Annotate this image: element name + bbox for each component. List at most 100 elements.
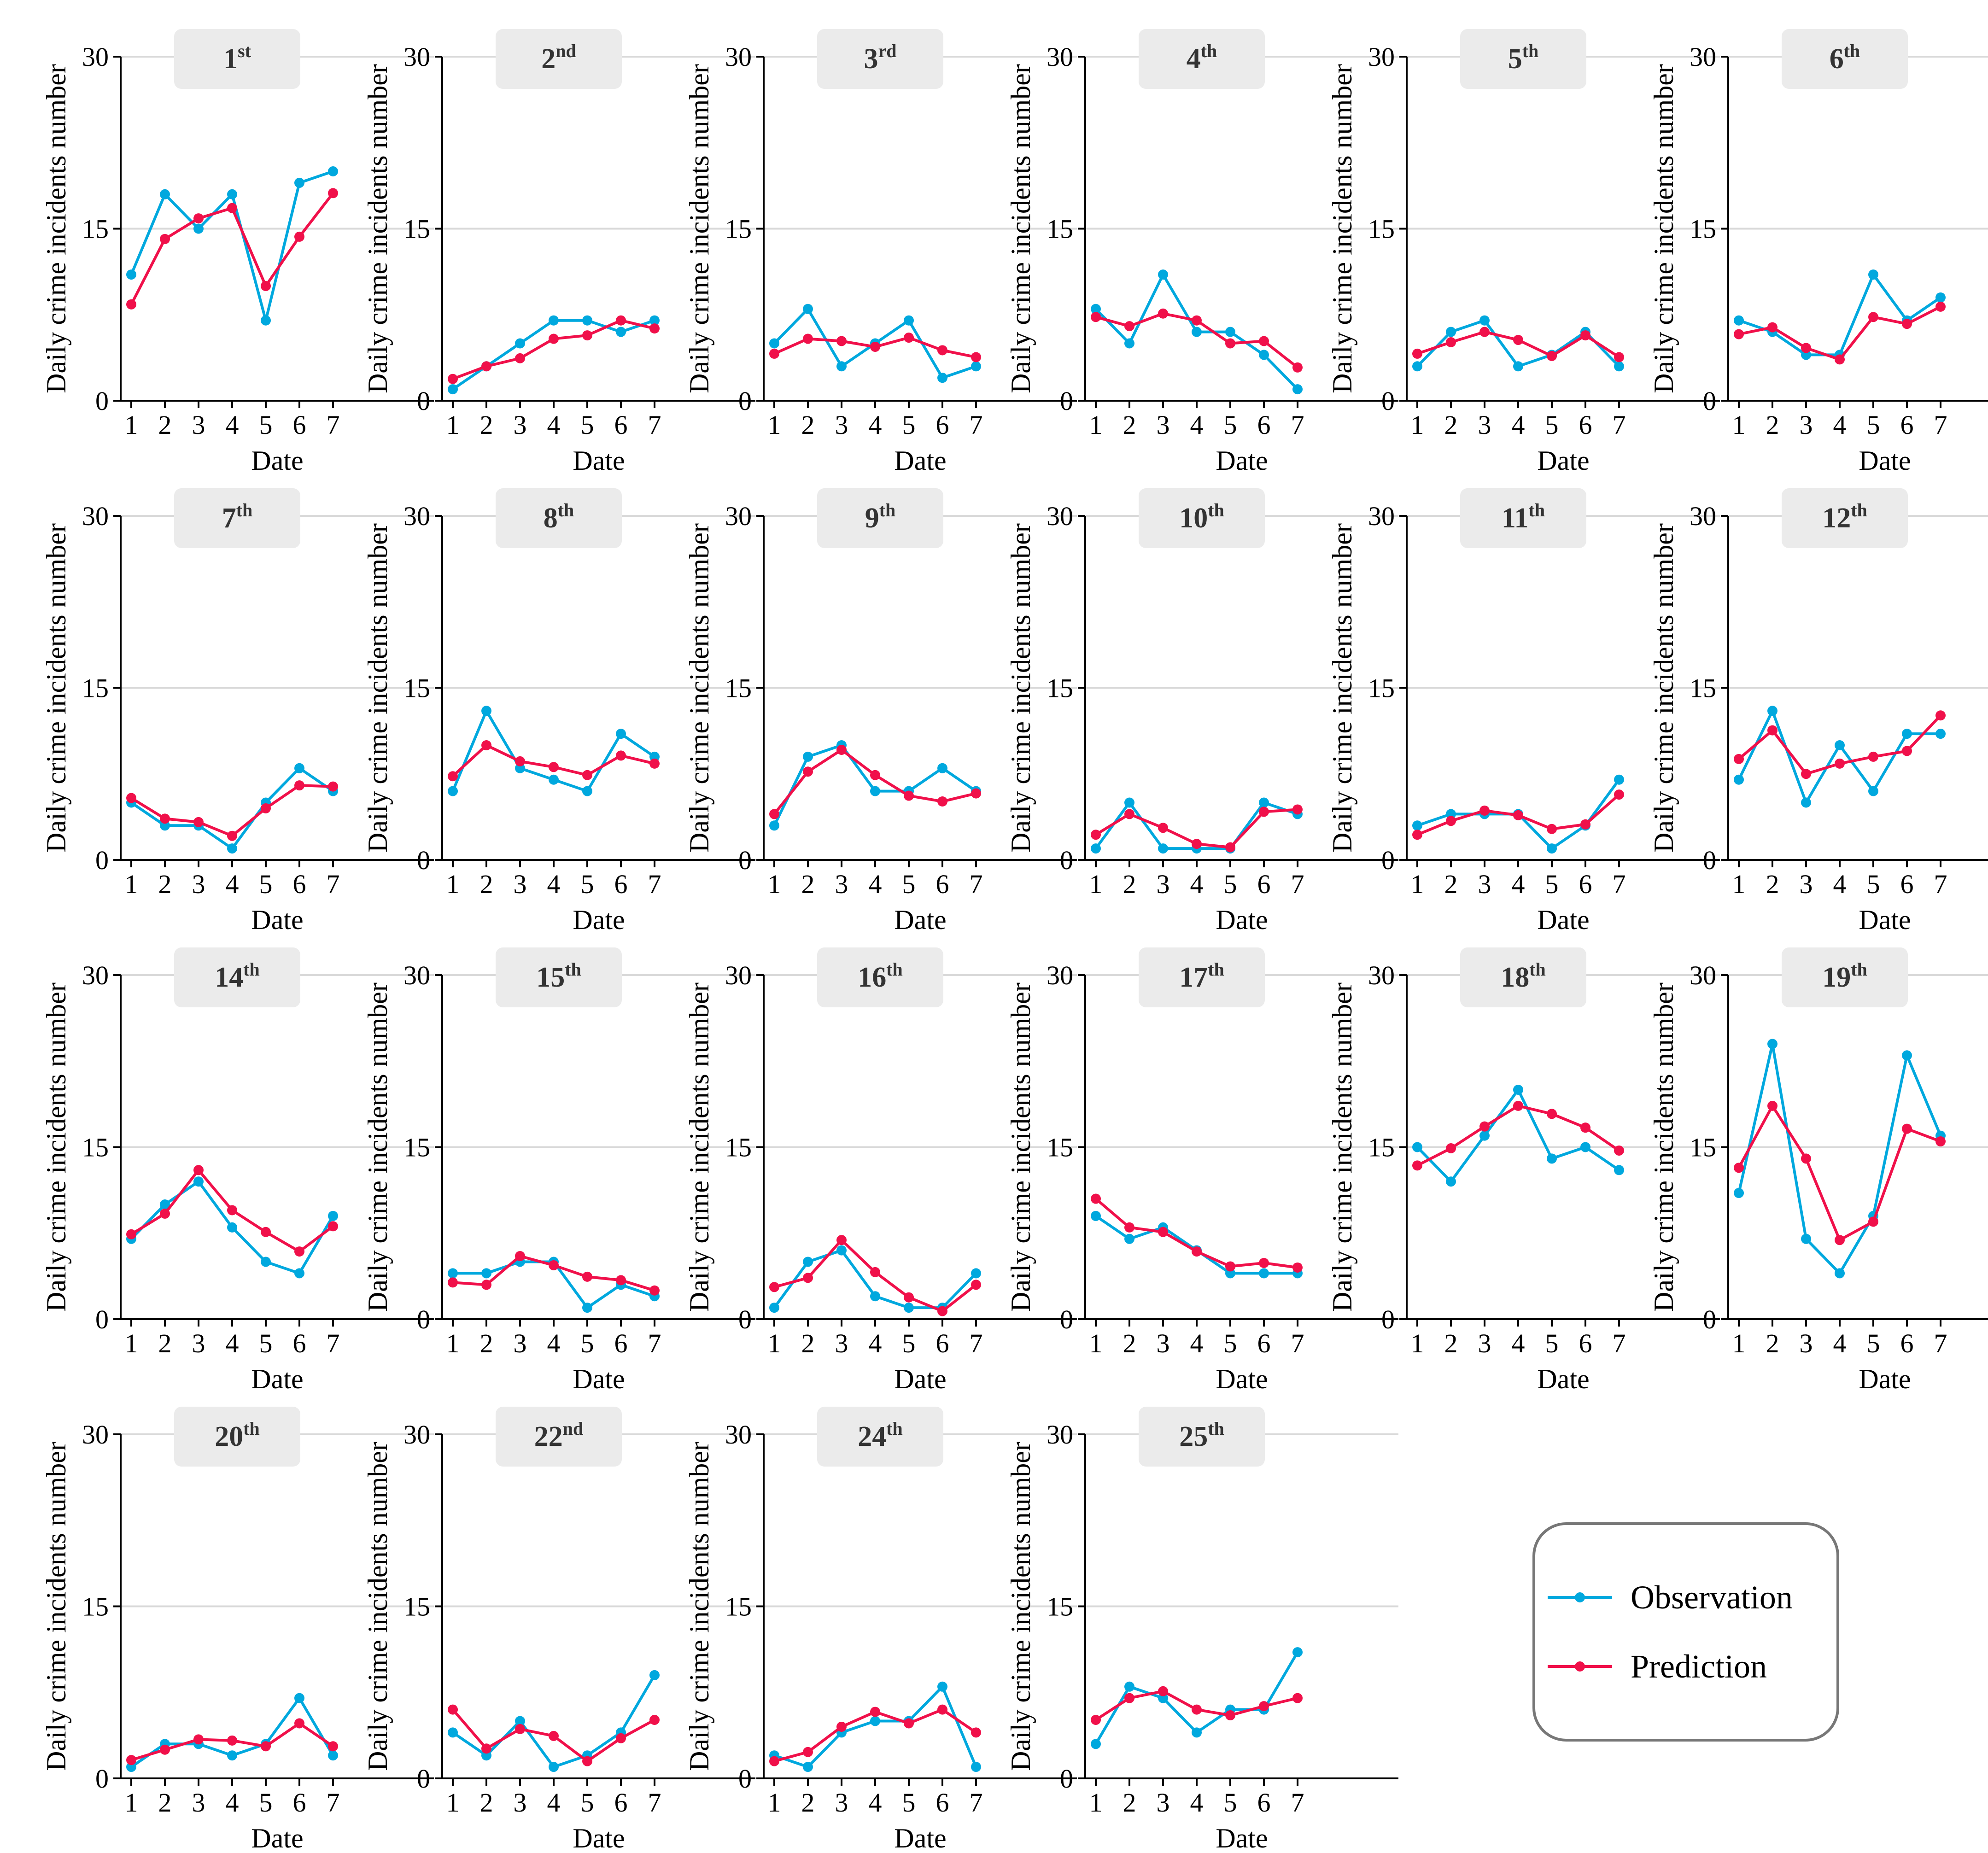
subplot-title-number: 19 [1822,962,1851,993]
data-point-prediction [616,1733,626,1743]
legend-box [1532,1522,1839,1742]
data-point-prediction [1835,1235,1845,1245]
data-point-observation [1124,338,1134,349]
x-tick-label: 2 [1123,1788,1136,1818]
y-tick-label: 30 [1047,1420,1073,1450]
x-tick-label: 5 [581,410,594,440]
legend-label-prediction: Prediction [1631,1648,1767,1685]
title-strip [174,947,300,1007]
data-point-prediction [616,315,626,326]
x-tick-label: 3 [1157,1328,1170,1358]
x-tick-label: 5 [1545,410,1559,440]
data-point-observation [1614,1165,1624,1175]
x-tick-label: 5 [1224,410,1237,440]
data-point-observation [1412,1142,1422,1152]
x-tick-label: 3 [1800,410,1813,440]
data-point-observation [1259,350,1269,360]
subplot-title-suffix: th [1208,959,1224,980]
data-point-prediction [904,1292,914,1303]
x-tick-label: 1 [125,410,138,440]
data-point-prediction [1734,754,1744,764]
x-axis-label: Date [1216,445,1268,476]
y-axis-label: Daily crime incidents number [684,982,714,1312]
y-tick-label: 30 [82,960,109,990]
data-point-prediction [261,281,271,291]
x-tick-label: 3 [1157,1788,1170,1818]
series-line-observation [1738,272,1941,357]
x-tick-label: 5 [1224,1788,1237,1818]
x-tick-label: 6 [1579,410,1592,440]
data-point-prediction [328,1221,338,1232]
data-point-prediction [1835,354,1845,365]
data-point-prediction [227,1205,237,1216]
x-tick-label: 7 [648,1328,661,1358]
data-point-prediction [549,762,559,772]
subplot-title: 19th [1822,959,1867,993]
title-strip [1460,488,1586,548]
data-point-prediction [261,1741,271,1752]
x-tick-label: 2 [801,869,815,899]
subplot-title-number: 7 [222,503,236,534]
x-axis-label: Date [894,1364,946,1394]
data-point-observation [1446,1176,1456,1187]
data-point-prediction [836,1721,847,1732]
data-point-prediction [1767,322,1778,333]
x-tick-label: 5 [1867,869,1880,899]
y-tick-label: 15 [725,214,752,244]
x-tick-label: 6 [1257,1788,1271,1818]
y-tick-label: 0 [738,386,752,416]
data-point-prediction [294,780,304,791]
x-tick-label: 4 [226,869,239,899]
subplot-title-suffix: th [1208,1418,1224,1439]
y-axis-label: Daily crime incidents number [41,64,71,393]
data-point-prediction [1513,810,1523,820]
y-axis-label: Daily crime incidents number [1649,64,1679,393]
y-tick-label: 30 [725,960,752,990]
subplot-title-suffix: nd [555,41,576,61]
y-tick-label: 0 [1060,1304,1073,1334]
x-axis-label: Date [1859,905,1911,935]
x-tick-label: 4 [1833,869,1847,899]
x-tick-label: 3 [835,410,848,440]
x-tick-label: 6 [293,869,306,899]
y-tick-label: 15 [1690,214,1716,244]
data-point-prediction [1091,1193,1101,1204]
subplot-title-number: 3 [864,43,878,75]
data-point-prediction [870,341,880,352]
y-tick-label: 0 [95,386,109,416]
subplot-title-number: 16 [858,962,886,993]
x-axis-label: Date [1216,905,1268,935]
subplot-title-number: 12 [1822,503,1851,534]
subplot-title: 18th [1501,959,1546,993]
data-point-prediction [549,1730,559,1741]
data-point-prediction [227,1735,237,1746]
data-point-observation [448,1268,458,1279]
subplot-title-suffix: th [1201,41,1217,61]
y-tick-label: 15 [725,1592,752,1622]
data-point-prediction [836,336,847,346]
legend: Observation Prediction [1532,1522,1839,1742]
x-tick-label: 2 [158,410,172,440]
x-axis-label: Date [573,445,625,476]
x-tick-label: 7 [1291,410,1304,440]
x-tick-label: 5 [1224,869,1237,899]
subplot-18th: 0 15 30 1 2 3 4 5 6 7 Date Daily crime incidents nu… [1327,947,1720,1394]
data-point-prediction [1091,830,1101,840]
data-point-prediction [1767,1100,1778,1111]
x-tick-label: 1 [1732,1328,1746,1358]
subplot-15th: 0 15 30 1 2 3 4 5 6 7 Date Daily crime incidents nu… [363,947,755,1394]
data-point-prediction [904,1718,914,1729]
x-tick-label: 5 [581,869,594,899]
data-point-prediction [1158,308,1168,319]
data-point-observation [937,373,947,383]
y-tick-label: 15 [403,1592,430,1622]
x-tick-label: 6 [1257,869,1271,899]
data-point-prediction [515,756,525,766]
data-point-prediction [1192,1246,1202,1257]
x-tick-label: 2 [158,1788,172,1818]
x-tick-label: 3 [514,869,527,899]
x-tick-label: 2 [801,410,815,440]
